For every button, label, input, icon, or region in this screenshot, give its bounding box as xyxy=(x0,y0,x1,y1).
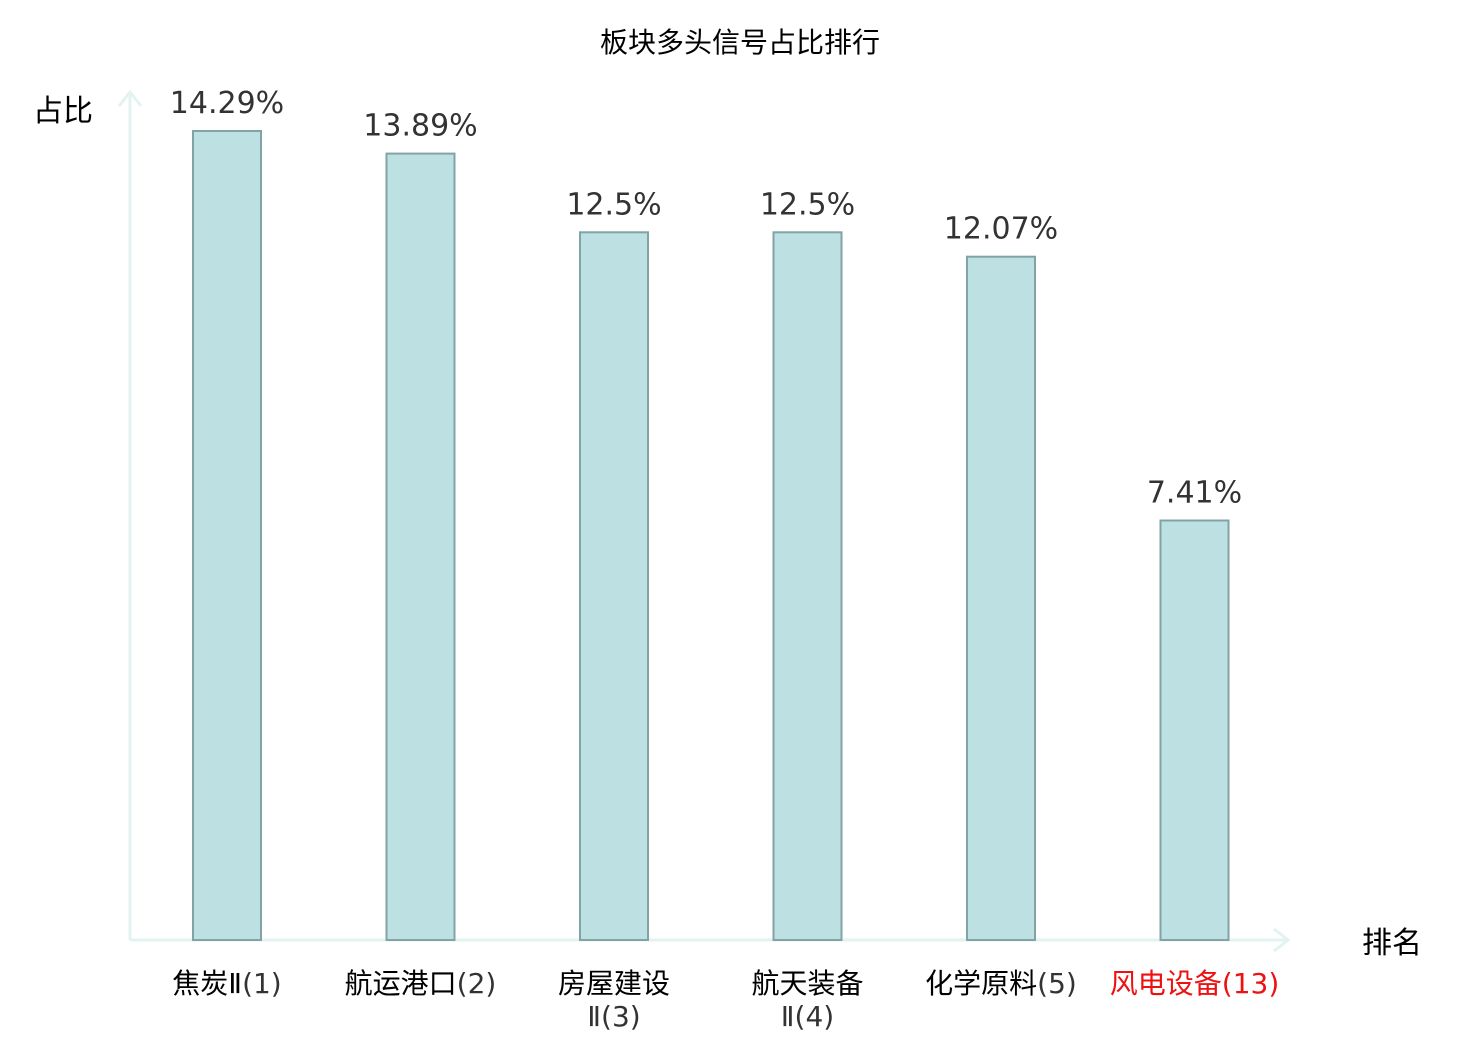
bar xyxy=(966,255,1036,941)
category-rank: (1) xyxy=(242,967,282,1000)
category-name: 航天装备 xyxy=(751,967,863,1000)
category-label: 房屋建设 xyxy=(558,967,670,1000)
y-axis-arrow xyxy=(117,89,143,107)
x-axis xyxy=(130,927,1291,953)
category-name: 房屋建设 xyxy=(558,967,670,1000)
category-rank: Ⅱ(4) xyxy=(781,1000,834,1033)
bar-value-label: 13.89% xyxy=(363,109,477,144)
category-label: 风电设备(13) xyxy=(1110,967,1280,1000)
bar xyxy=(772,231,843,942)
data-labels: 14.29% 13.89% 12.5% 12.5% 12.07% 7.41% xyxy=(170,86,1242,511)
bar xyxy=(579,231,649,942)
category-name: 航运港口 xyxy=(345,967,457,1000)
category-name: 焦炭Ⅱ xyxy=(172,967,242,1000)
bar xyxy=(1159,519,1230,941)
y-axis-name: 占比 xyxy=(33,94,93,129)
bar-series xyxy=(192,130,1230,942)
bar-value-label: 14.29% xyxy=(170,86,284,121)
bar-value-label: 12.5% xyxy=(760,187,855,222)
category-name: 风电设备 xyxy=(1110,967,1222,1000)
category-label: 航运港口(2) xyxy=(345,967,497,1000)
category-label: 焦炭Ⅱ(1) xyxy=(172,967,281,1000)
category-rank: (5) xyxy=(1037,967,1077,1000)
bar-value-label: 12.5% xyxy=(566,187,661,222)
x-axis-name: 排名 xyxy=(1362,926,1422,961)
x-axis-arrow xyxy=(1273,927,1291,953)
category-label: Ⅱ(3) xyxy=(587,1000,640,1033)
category-label: 化学原料(5) xyxy=(925,967,1077,1000)
bar-value-label: 7.41% xyxy=(1147,476,1242,511)
bar xyxy=(192,130,262,941)
chart-title: 板块多头信号占比排行 xyxy=(600,26,880,59)
category-label: Ⅱ(4) xyxy=(781,1000,834,1033)
category-name: 化学原料 xyxy=(925,967,1037,1000)
category-rank: (13) xyxy=(1222,967,1279,1000)
category-label: 航天装备 xyxy=(751,967,863,1000)
category-rank: (2) xyxy=(457,967,497,1000)
y-axis xyxy=(117,89,143,940)
bar xyxy=(385,152,456,942)
bar-value-label: 12.07% xyxy=(944,212,1058,247)
category-rank: Ⅱ(3) xyxy=(587,1000,640,1033)
